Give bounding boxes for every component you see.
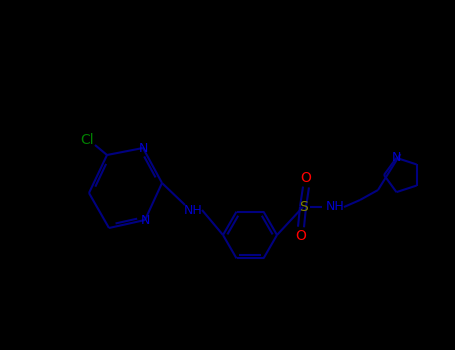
Text: NH: NH: [184, 203, 202, 217]
Text: N: N: [392, 152, 401, 164]
Text: O: O: [296, 229, 306, 243]
Text: NH: NH: [326, 201, 344, 214]
Text: N: N: [138, 141, 148, 154]
Text: S: S: [298, 200, 308, 214]
Text: O: O: [301, 171, 311, 185]
Text: Cl: Cl: [80, 133, 94, 147]
Text: N: N: [140, 214, 150, 226]
